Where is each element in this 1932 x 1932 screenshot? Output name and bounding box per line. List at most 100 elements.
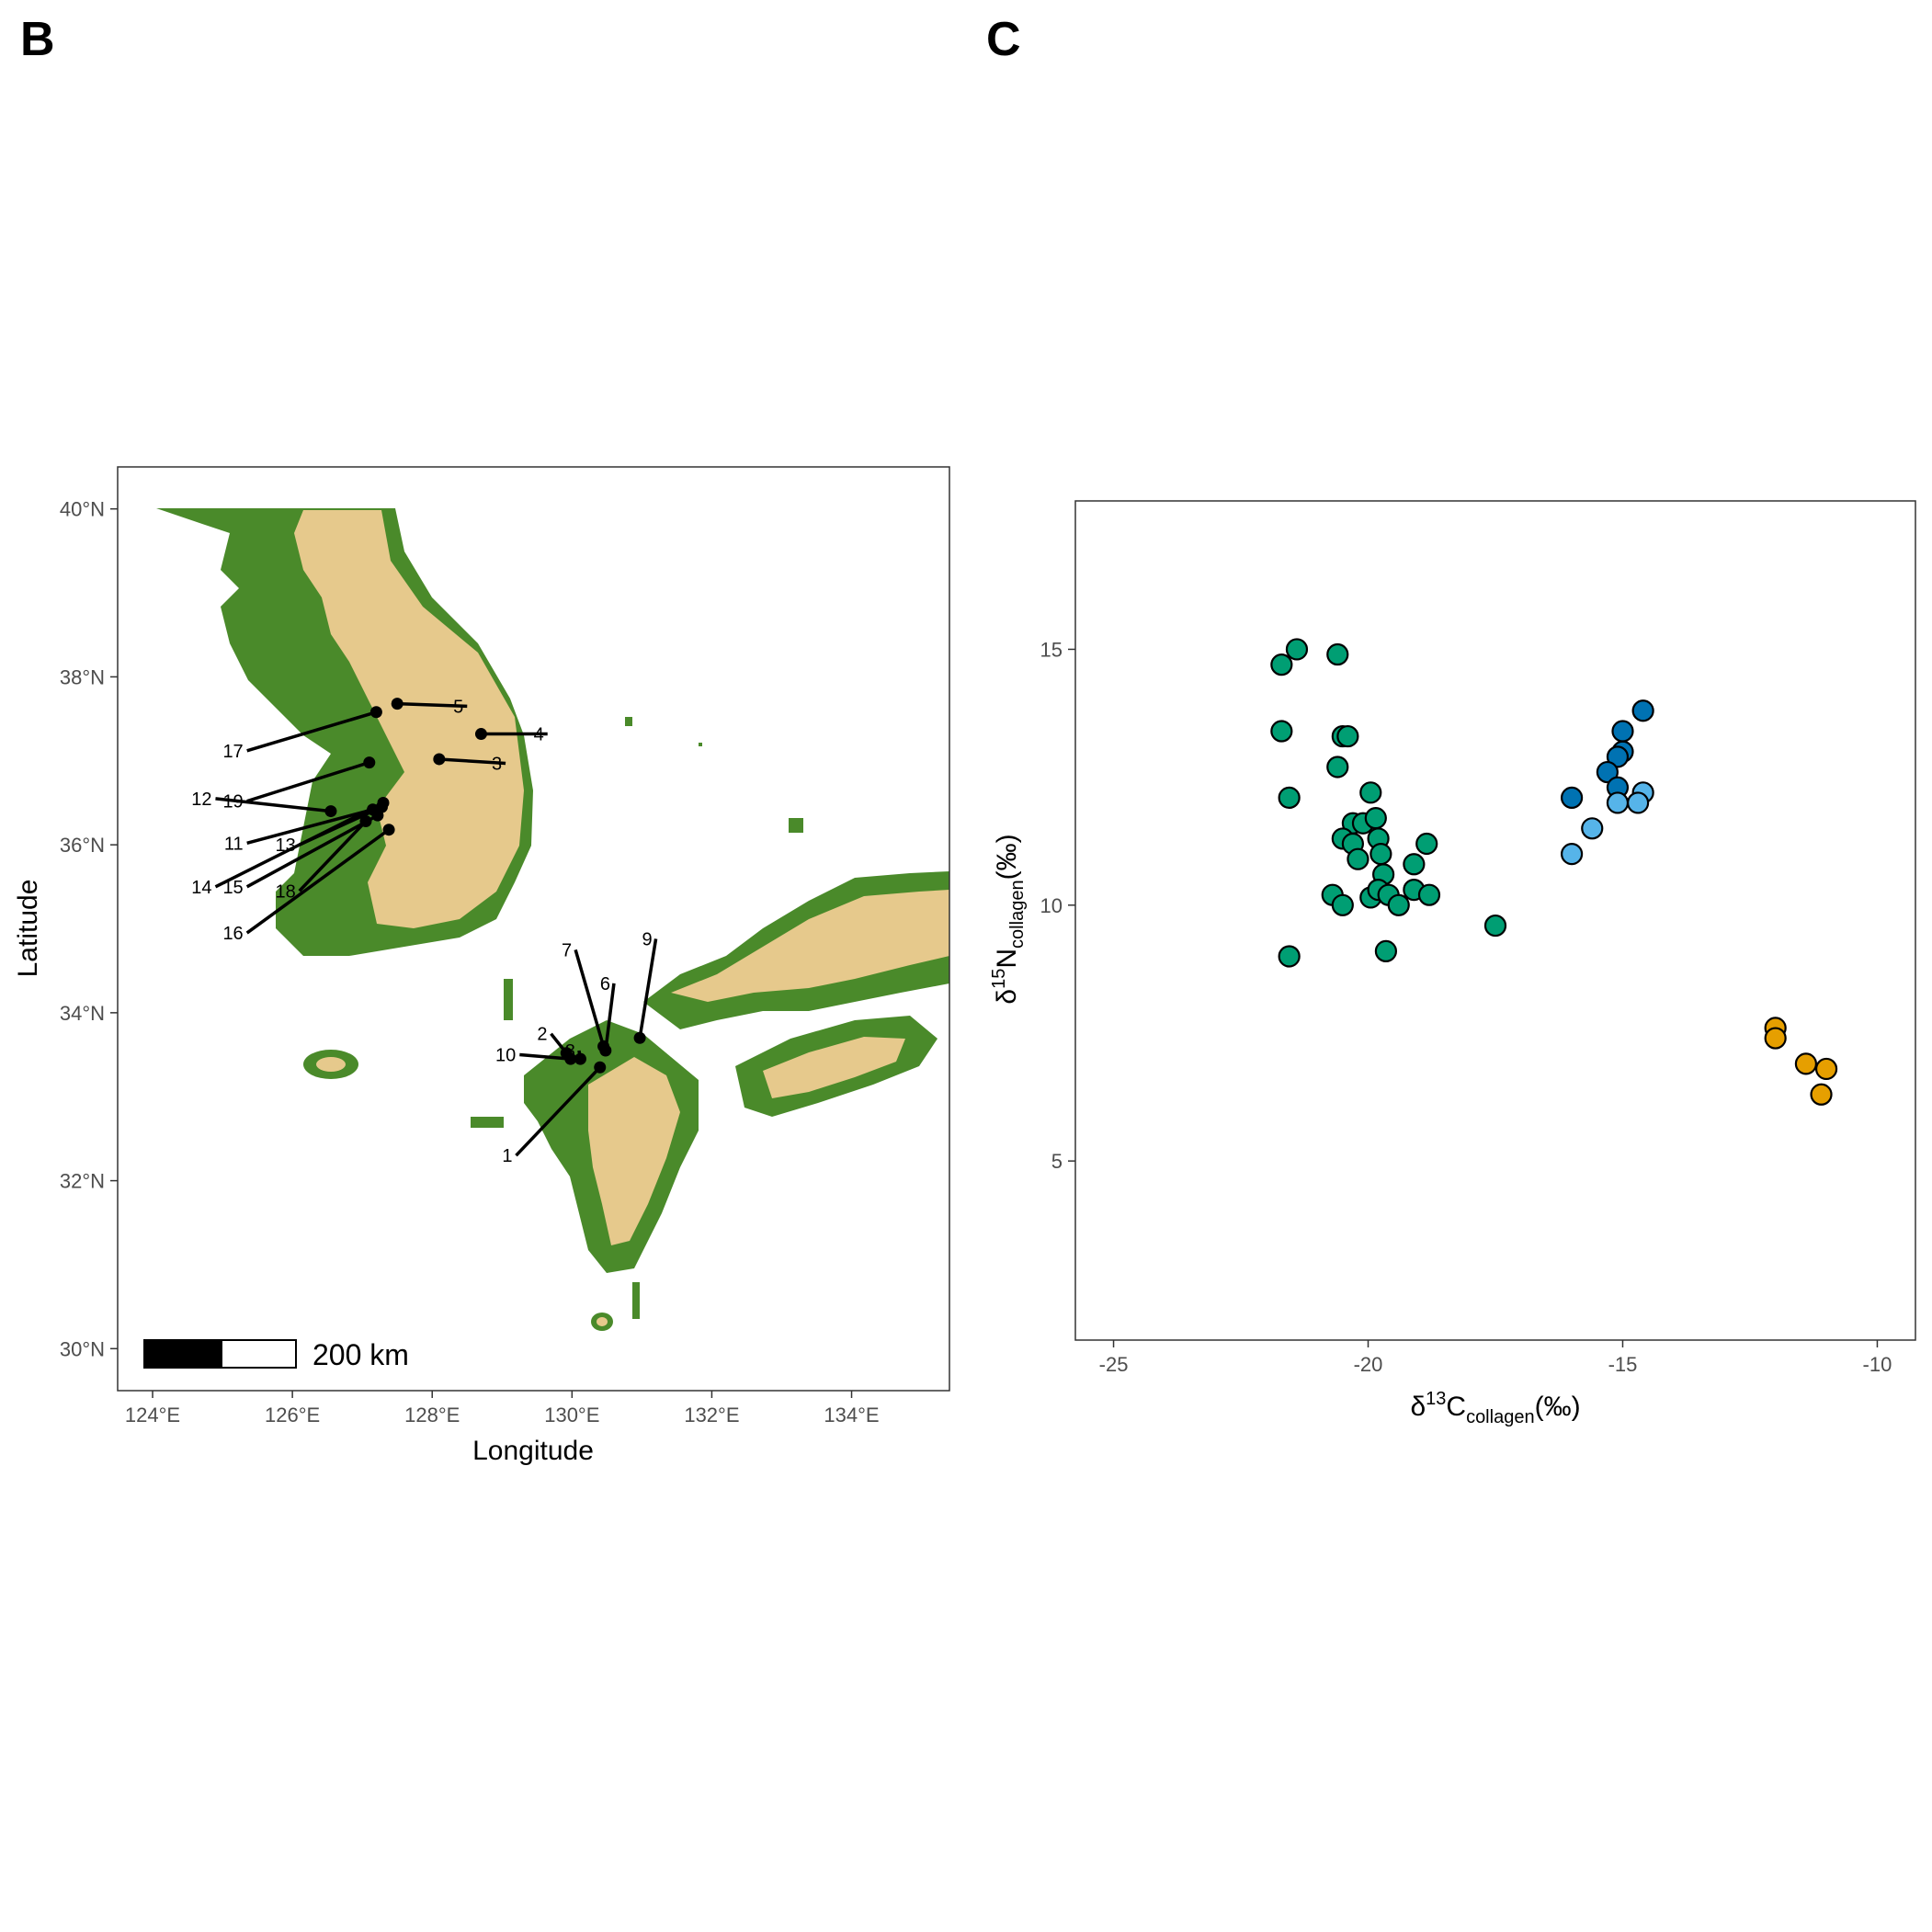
site-label: 16 (222, 924, 243, 944)
scatter-x-axis-title: δ13Ccollagen(‰) (1410, 1389, 1580, 1427)
site-point (564, 1052, 577, 1065)
scatter-point-series-1 (1347, 847, 1369, 870)
scatter-point-series-1 (1331, 893, 1354, 916)
island-dok (699, 743, 702, 746)
island-tsushima (504, 979, 513, 1020)
scatter-point-series-1 (1403, 853, 1426, 876)
map-x-tick-label: 134°E (824, 1404, 879, 1426)
scatter-point-series-3 (1560, 843, 1584, 866)
site-point (474, 728, 487, 741)
scatter-point-series-1 (1270, 720, 1293, 743)
site-label: 17 (222, 742, 243, 762)
scatter-point-series-1 (1417, 883, 1441, 906)
site-leader-line (638, 938, 658, 1039)
site-label: 11 (224, 834, 244, 854)
scatter-point-series-4 (1764, 1027, 1787, 1050)
map-x-tick-label: 128°E (404, 1404, 460, 1426)
scatter-y-tick-label: 15 (1040, 638, 1063, 661)
island-goto (471, 1117, 504, 1128)
map-y-tick-label: 40°N (60, 498, 105, 521)
jeju-highland (316, 1057, 346, 1072)
site-leader-line (245, 828, 391, 935)
x-title-unit: (‰) (1535, 1392, 1581, 1422)
island-ulleung (625, 717, 632, 726)
site-leader-line (397, 701, 468, 709)
island-tanegashima (632, 1282, 640, 1319)
scatter-point-series-2 (1596, 760, 1619, 784)
y-title-sub: collagen (1007, 880, 1028, 949)
scale-bar-white (221, 1339, 297, 1369)
y-title-unit: (‰) (992, 834, 1022, 880)
map-y-tick-label: 30°N (60, 1337, 105, 1360)
scatter-x-tick-label: -15 (1608, 1353, 1638, 1376)
site-leader-line (298, 820, 368, 892)
map-y-tick-label: 32°N (60, 1170, 105, 1193)
scale-bar-label: 200 km (313, 1338, 409, 1371)
site-leader-line (438, 757, 506, 766)
scatter-point-series-3 (1581, 817, 1604, 840)
site-point (597, 1040, 610, 1052)
scatter-point-series-1 (1336, 724, 1359, 748)
scatter-point-series-4 (1794, 1052, 1818, 1075)
scatter-y-axis: 5 10 15 (1040, 638, 1075, 1173)
map-y-axis: 30°N 32°N 34°N 36°N 38°N 40°N (60, 498, 118, 1360)
scale-bar: 200 km (143, 1338, 409, 1371)
site-label: 5 (453, 697, 463, 717)
site-label: 18 (275, 881, 295, 902)
scatter-point-series-2 (1631, 699, 1654, 722)
scatter-point-series-1 (1359, 781, 1382, 804)
site-point (391, 698, 403, 710)
site-point (594, 1061, 607, 1074)
scatter-point-series-3 (1627, 791, 1650, 814)
site-label: 2 (537, 1025, 547, 1045)
map-x-tick-label: 130°E (544, 1404, 599, 1426)
site-label: 6 (600, 974, 610, 994)
map-x-tick-label: 126°E (265, 1404, 320, 1426)
map-y-tick-label: 38°N (60, 665, 105, 688)
site-label: 14 (191, 878, 211, 898)
y-title-base: N (992, 949, 1022, 969)
scatter-point-series-2 (1560, 786, 1584, 809)
map-y-tick-label: 34°N (60, 1002, 105, 1025)
scatter-y-tick-label: 10 (1040, 894, 1063, 917)
x-title-sub: collagen (1466, 1407, 1535, 1427)
site-label: 12 (191, 790, 211, 810)
honshu-highland (671, 890, 949, 1002)
site-label: 15 (222, 878, 243, 898)
scatter-points (1270, 638, 1838, 1106)
site-label: 10 (495, 1046, 516, 1066)
scatter-y-axis-title: δ15Ncollagen(‰) (989, 834, 1028, 1004)
site-label: 9 (642, 929, 652, 949)
site-point (433, 753, 446, 766)
terrain-layer (156, 508, 949, 1331)
panel-c-letter: C (986, 13, 1021, 66)
y-title-sup: 15 (989, 969, 1009, 989)
y-title-delta: δ (992, 989, 1022, 1005)
site-point (324, 805, 337, 818)
site-point (382, 824, 395, 836)
site-label: 4 (534, 725, 544, 745)
scatter-y-tick-label: 5 (1051, 1150, 1063, 1173)
site-leader-line (246, 808, 374, 845)
scatter-point-series-1 (1270, 653, 1293, 676)
scatter-x-tick-label: -20 (1354, 1353, 1383, 1376)
site-leader-line (515, 1066, 602, 1157)
x-title-delta: δ (1410, 1392, 1426, 1422)
scatter-point-series-2 (1606, 745, 1630, 768)
x-title-base: C (1446, 1392, 1466, 1422)
scatter-point-series-4 (1814, 1057, 1838, 1081)
scatter-point-series-1 (1285, 638, 1309, 661)
map-x-tick-label: 132°E (684, 1404, 739, 1426)
scatter-point-series-1 (1415, 832, 1438, 856)
scatter-point-series-1 (1483, 914, 1507, 938)
panel-b-letter: B (20, 13, 55, 66)
map-x-tick-label: 124°E (125, 1404, 180, 1426)
scatter-x-tick-label: -25 (1099, 1353, 1129, 1376)
map-x-axis-title: Longitude (472, 1436, 594, 1466)
site-leader-line (519, 1052, 571, 1061)
site-leader-line (574, 949, 606, 1047)
